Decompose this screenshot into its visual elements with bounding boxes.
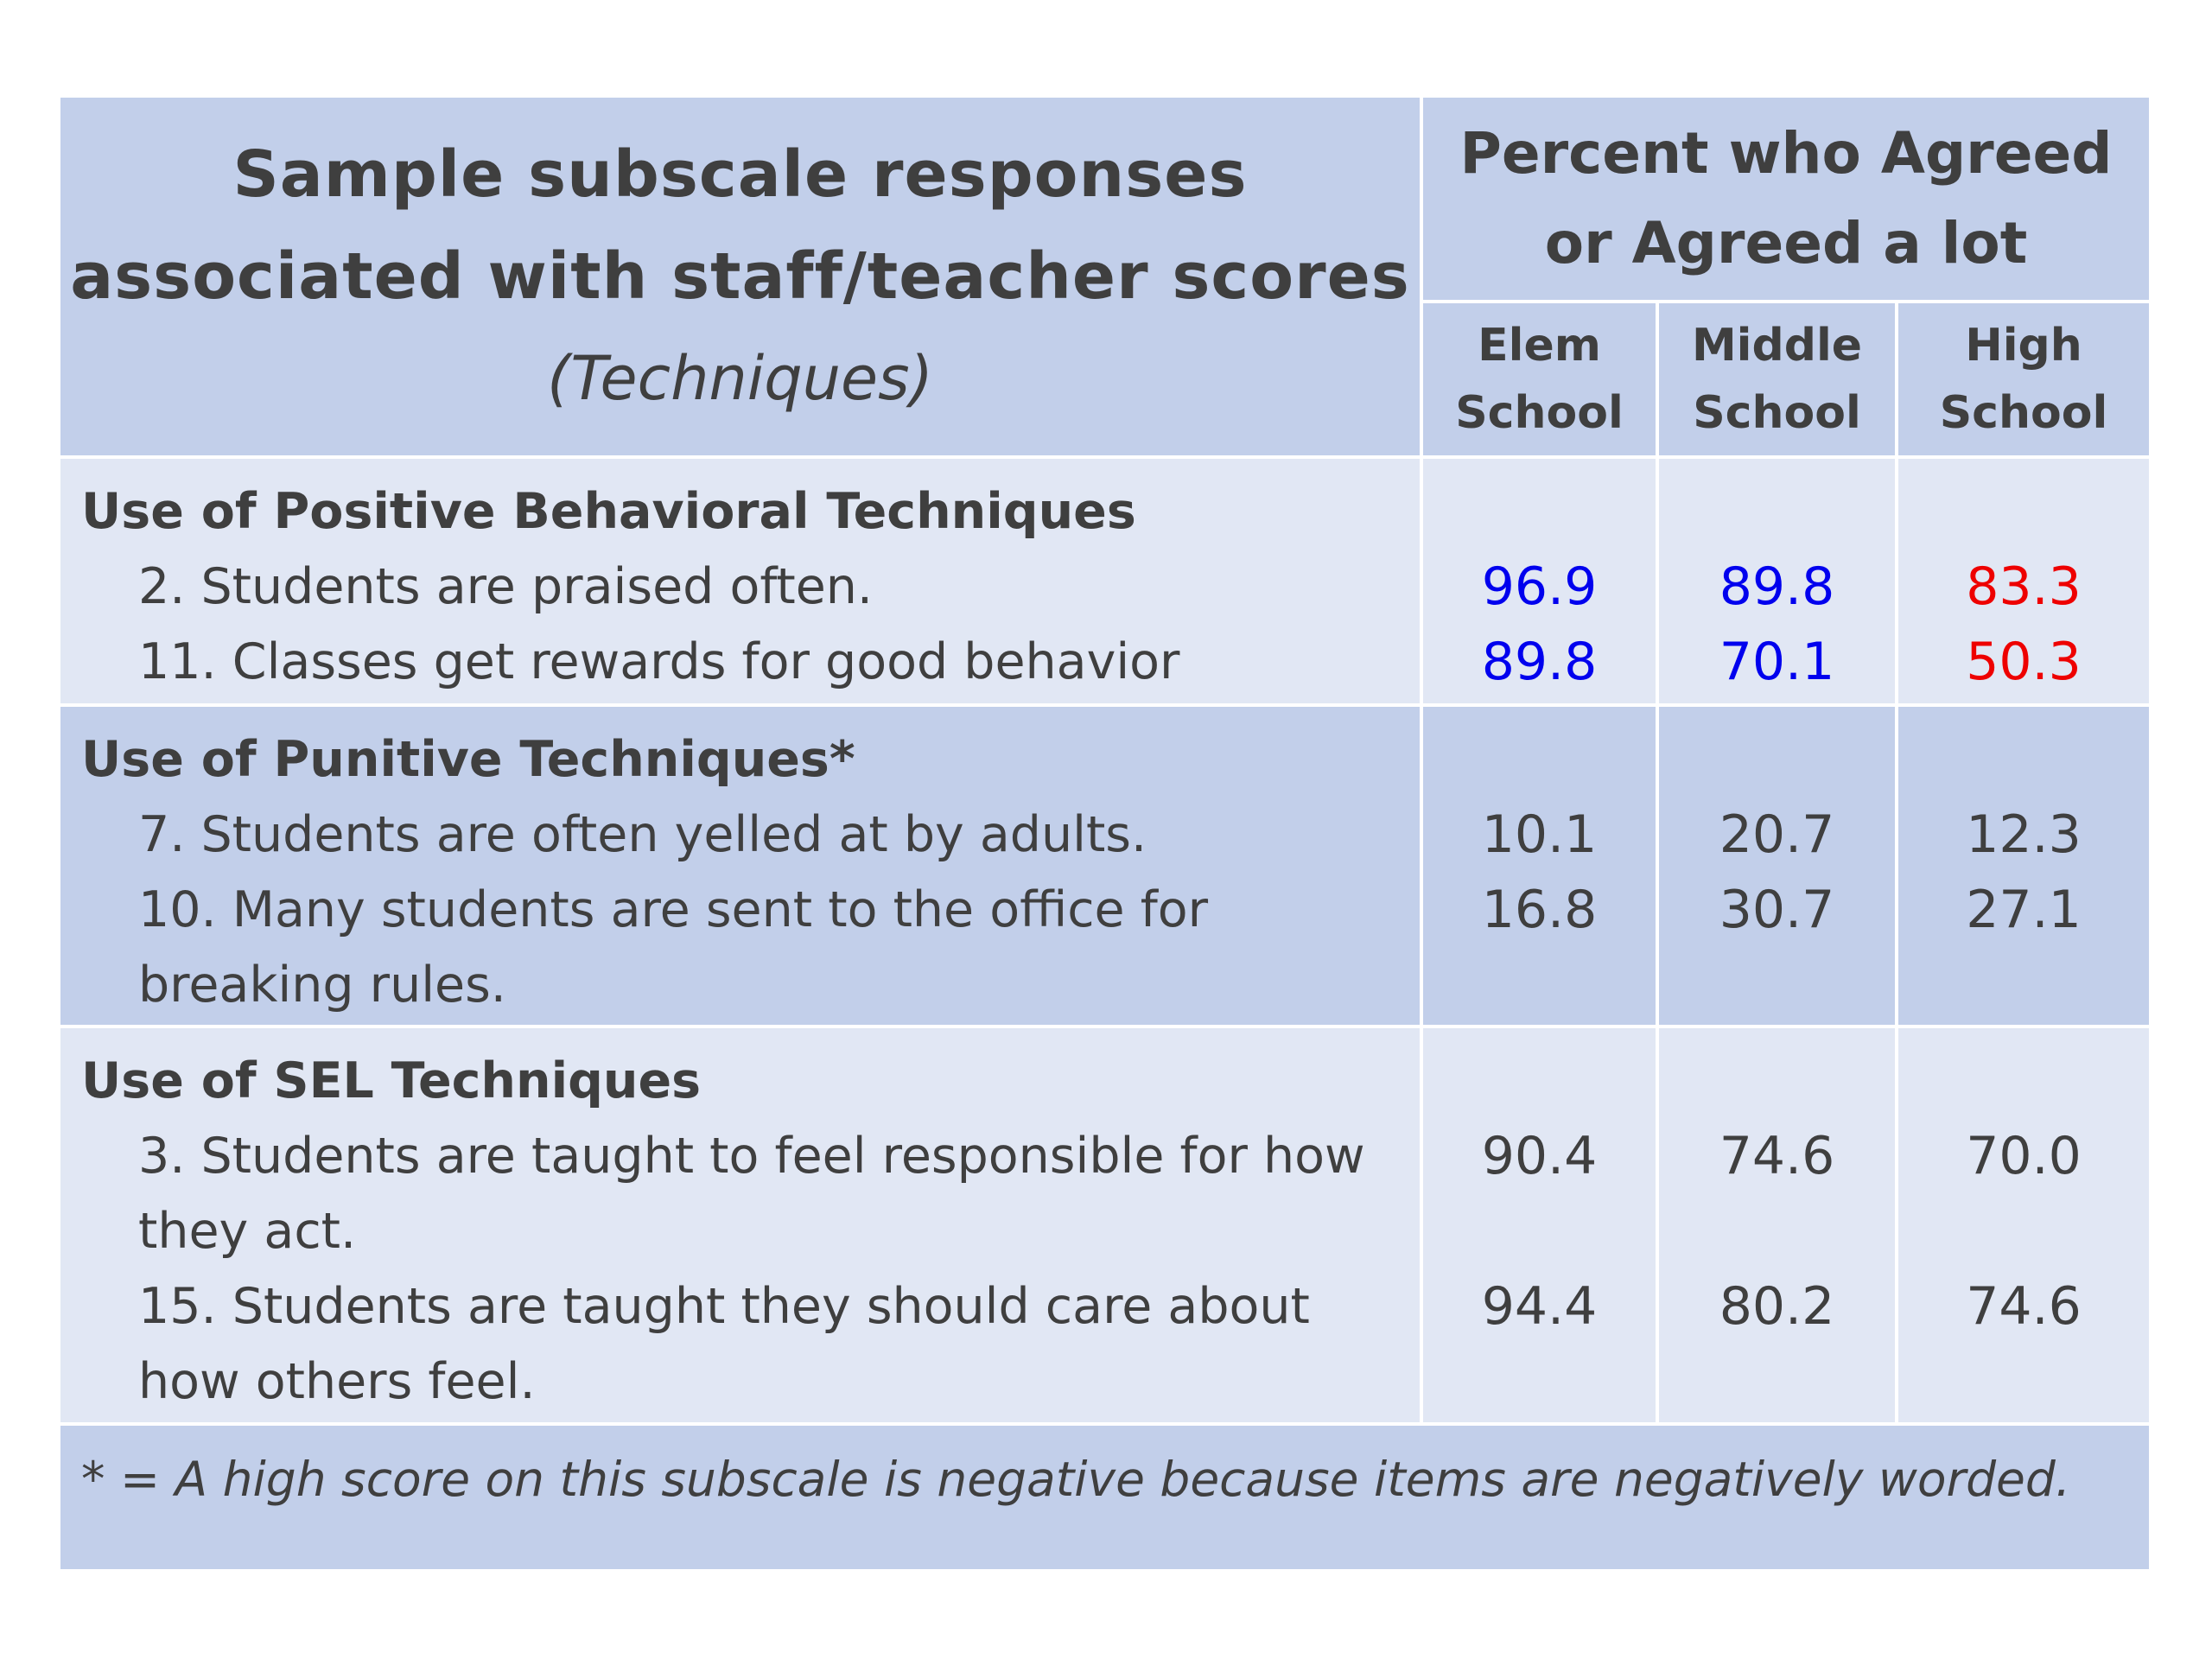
- section-title: Use of Positive Behavioral Techniques: [81, 483, 1136, 540]
- percent-header: Percent who Agreed or Agreed a lot: [1419, 93, 2153, 304]
- item-line: 7. Students are often yelled at by adult…: [138, 806, 1147, 863]
- column-header-middle: Middle School: [1656, 300, 1898, 459]
- value-cell: 80.2: [1719, 1276, 1835, 1337]
- section-punitive-label: Use of Punitive Techniques* 7. Students …: [57, 703, 1423, 1028]
- section-sel: Use of SEL Techniques 3. Students are ta…: [57, 1025, 2153, 1426]
- value-cell: 96.9: [1481, 556, 1598, 617]
- value-cell: 30.7: [1719, 880, 1835, 940]
- column-header-high: High School: [1894, 300, 2153, 459]
- value-cell: 10.1: [1481, 804, 1598, 865]
- middle-values: 89.8 70.1: [1656, 455, 1898, 707]
- elem-values: 90.4 94.4: [1420, 1025, 1659, 1426]
- value-cell: 70.0: [1966, 1126, 2082, 1186]
- value-cell: 70.1: [1719, 632, 1835, 692]
- survey-table: Sample subscale responses associated wit…: [56, 93, 2153, 1573]
- title-line-1: Sample subscale responses: [232, 137, 1248, 212]
- section-positive-label: Use of Positive Behavioral Techniques 2.…: [57, 455, 1423, 707]
- column-header-middle-line-1: Middle: [1691, 320, 1863, 372]
- percent-header-line-1: Percent who Agreed: [1459, 120, 2113, 188]
- percent-header-line-2: or Agreed a lot: [1544, 210, 2028, 277]
- item-line: breaking rules.: [138, 957, 506, 1014]
- middle-values: 74.6 80.2: [1656, 1025, 1898, 1426]
- column-header-elem-line-2: School: [1455, 387, 1624, 440]
- value-cell: 89.8: [1481, 632, 1598, 692]
- section-sel-label: Use of SEL Techniques 3. Students are ta…: [57, 1025, 1423, 1426]
- section-title: Use of Punitive Techniques*: [81, 731, 855, 788]
- column-header-high-line-1: High: [1965, 320, 2082, 372]
- value-cell: 27.1: [1966, 880, 2082, 940]
- high-values: 83.3 50.3: [1894, 455, 2153, 707]
- section-punitive: Use of Punitive Techniques* 7. Students …: [57, 703, 2153, 1028]
- value-cell: 83.3: [1966, 556, 2082, 617]
- value-cell: 20.7: [1719, 804, 1835, 865]
- value-cell: 50.3: [1966, 632, 2082, 692]
- item-line: how others feel.: [138, 1353, 536, 1410]
- middle-values: 20.7 30.7: [1656, 703, 1898, 1028]
- high-values: 12.3 27.1: [1894, 703, 2153, 1028]
- header-row-2: Elem School Middle School High School: [59, 300, 2153, 459]
- value-cell: 94.4: [1481, 1276, 1598, 1337]
- elem-values: 96.9 89.8: [1420, 455, 1659, 707]
- item-line: 11. Classes get rewards for good behavio…: [138, 633, 1180, 690]
- elem-values: 10.1 16.8: [1420, 703, 1659, 1028]
- title-line-2: associated with staff/teacher scores: [70, 239, 1410, 314]
- column-header-elem: Elem School: [1420, 300, 1659, 459]
- column-header-high-line-2: School: [1939, 387, 2108, 440]
- title-subtitle: (Techniques): [547, 343, 933, 414]
- high-values: 70.0 74.6: [1894, 1025, 2153, 1426]
- footnote-row: * = A high score on this subscale is neg…: [56, 1422, 2153, 1573]
- value-cell: 12.3: [1966, 804, 2082, 865]
- item-line: 2. Students are praised often.: [138, 558, 874, 615]
- item-line: 3. Students are taught to feel responsib…: [138, 1128, 1365, 1185]
- header-row-1: Sample subscale responses associated wit…: [57, 93, 2153, 459]
- column-header-elem-line-1: Elem: [1478, 320, 1601, 372]
- item-line: 10. Many students are sent to the office…: [138, 881, 1209, 938]
- section-title: Use of SEL Techniques: [81, 1052, 702, 1109]
- value-cell: 16.8: [1481, 880, 1598, 940]
- column-header-middle-line-2: School: [1693, 387, 1861, 440]
- footnote: * = A high score on this subscale is neg…: [56, 1422, 2153, 1573]
- table-title: Sample subscale responses associated wit…: [57, 94, 1423, 459]
- value-cell: 90.4: [1481, 1126, 1598, 1186]
- item-line: 15. Students are taught they should care…: [138, 1278, 1310, 1335]
- section-positive: Use of Positive Behavioral Techniques 2.…: [57, 455, 2153, 707]
- value-cell: 89.8: [1719, 556, 1835, 617]
- value-cell: 74.6: [1719, 1126, 1835, 1186]
- item-line: they act.: [138, 1203, 357, 1260]
- value-cell: 74.6: [1966, 1276, 2082, 1337]
